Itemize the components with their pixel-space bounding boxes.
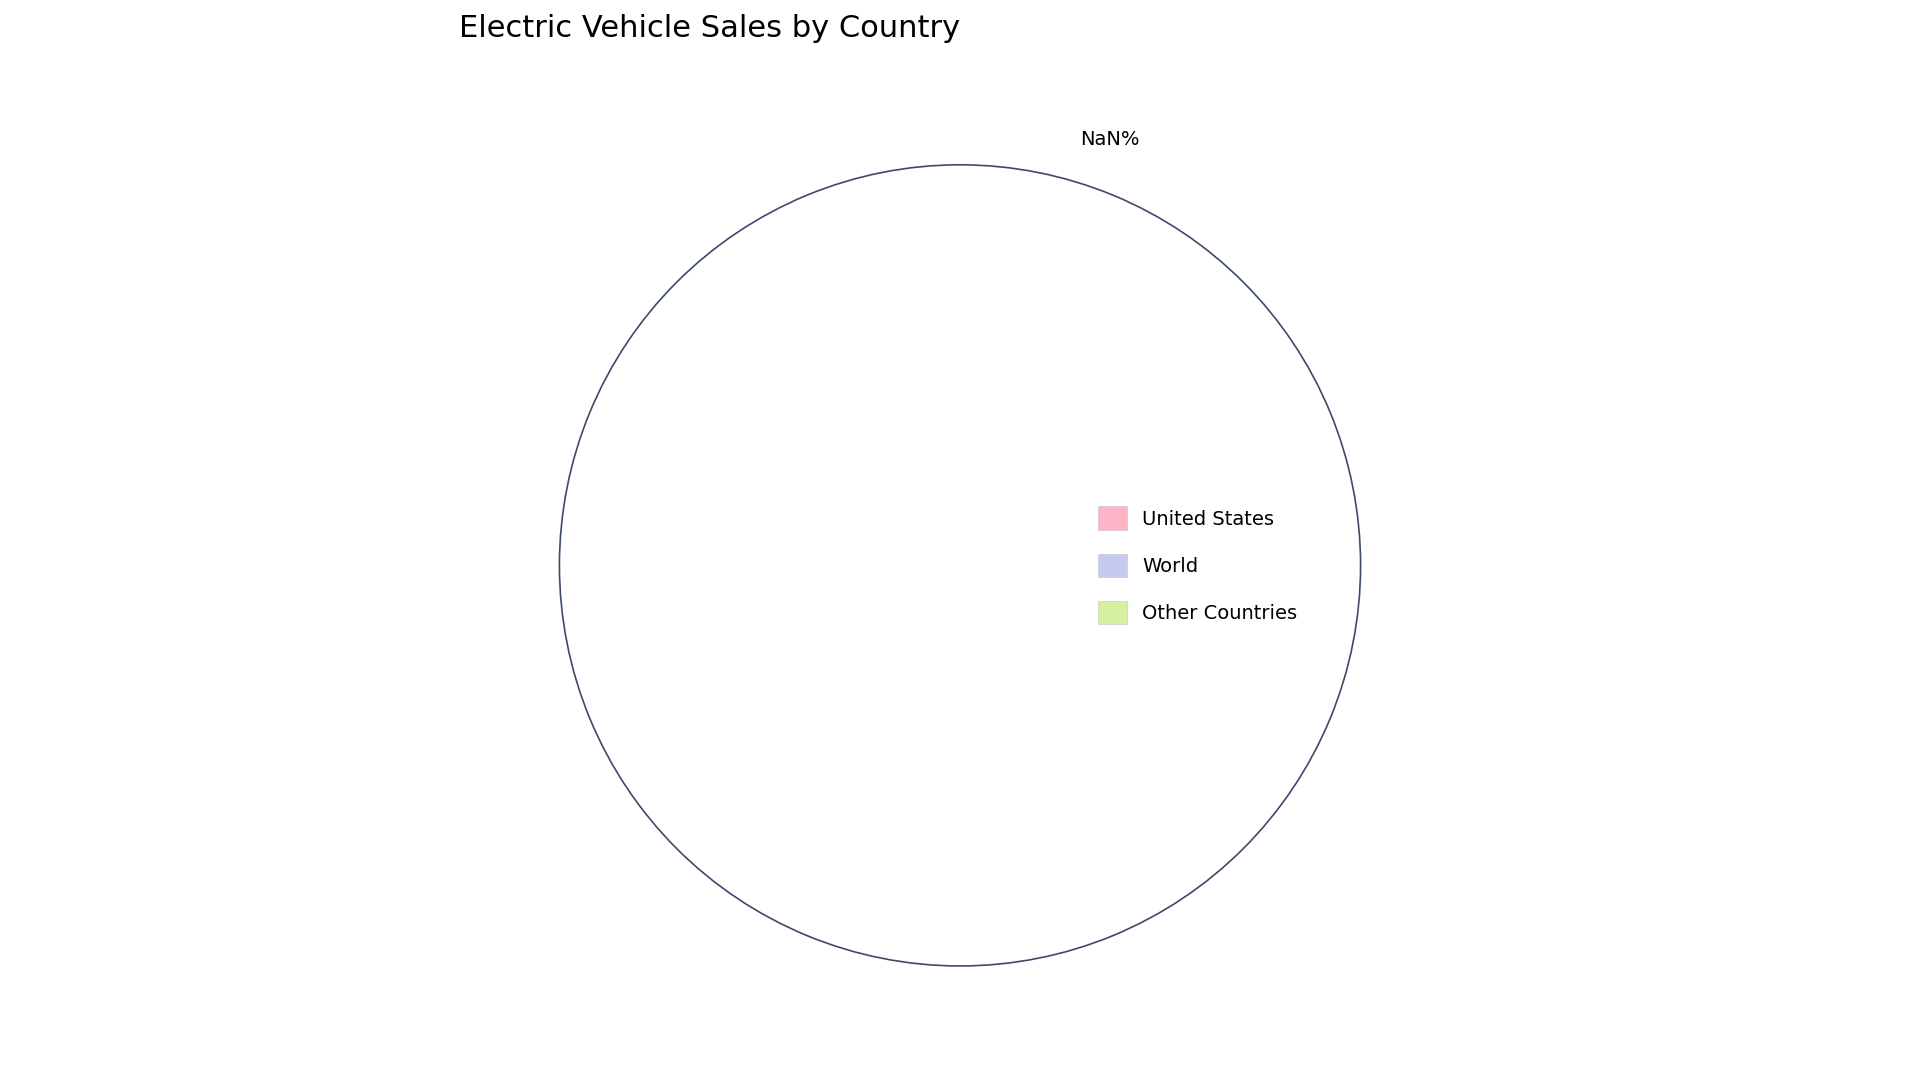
Legend: United States, World, Other Countries: United States, World, Other Countries [1091, 499, 1306, 632]
Text: Electric Vehicle Sales by Country: Electric Vehicle Sales by Country [459, 14, 960, 43]
Wedge shape [559, 165, 1361, 966]
Text: NaN%: NaN% [1081, 130, 1140, 149]
